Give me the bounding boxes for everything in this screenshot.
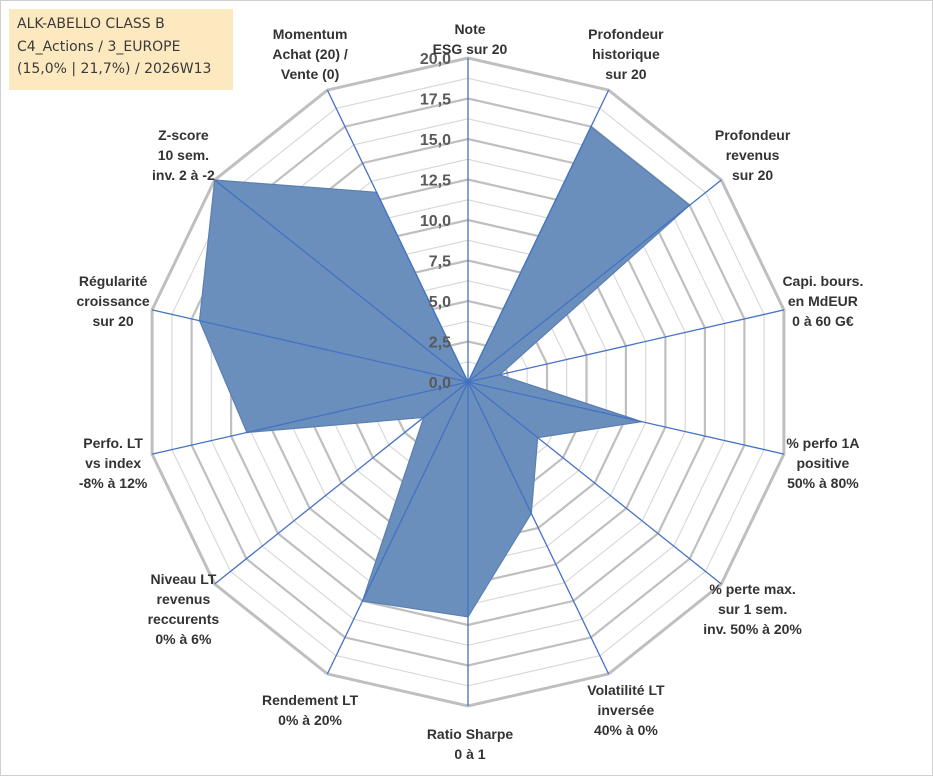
spoke-line — [151, 309, 469, 383]
series-area — [198, 125, 691, 618]
spoke-line — [326, 89, 469, 383]
spoke-line — [467, 381, 610, 675]
axis-label: Note ESG sur 20 — [433, 21, 508, 57]
info-title: ALK-ABELLO CLASS B — [17, 16, 165, 32]
axis-label: Ratio Sharpe 0 à 1 — [427, 726, 514, 762]
info-category: C4_Actions / 3_EUROPE — [17, 38, 181, 55]
spoke-line — [467, 179, 722, 383]
axis-label: Volatilité LT inversée 40% à 0% — [587, 682, 665, 738]
tick-label: 7,5 — [429, 254, 451, 271]
tick-label: 20,0 — [420, 51, 451, 68]
tick-label: 17,5 — [420, 92, 451, 109]
axis-label: Profondeur revenus sur 20 — [715, 127, 791, 183]
axis-label: Régularité croissance sur 20 — [77, 273, 150, 329]
category-labels: Note ESG sur 20 Profondeur historique sur 20… — [77, 21, 864, 762]
axis-label: % perfo 1A positive 50% à 80% — [786, 435, 859, 491]
spoke-line — [467, 309, 785, 383]
axis-label: Niveau LT revenus reccurents 0% à 6% — [148, 571, 220, 647]
radar-series — [198, 125, 691, 618]
spoke-line — [467, 381, 785, 455]
spoke-line — [214, 381, 469, 585]
axis-label: Capi. bours. en MdEUR 0 à 60 G€ — [782, 273, 863, 329]
info-box: ALK-ABELLO CLASS B C4_Actions / 3_EUROPE… — [9, 9, 233, 90]
axis-label: Rendement LT 0% à 20% — [262, 692, 359, 728]
axis-label: Momentum Achat (20) / Vente (0) — [272, 26, 348, 82]
radial-tick-labels: 0,0 2,5 5,0 7,5 10,0 12,5 15,0 17,5 20,0 — [420, 51, 451, 392]
spoke-line — [467, 381, 722, 585]
spoke-line — [214, 179, 469, 383]
axis-label: Profondeur historique sur 20 — [588, 26, 664, 82]
tick-label: 2,5 — [429, 335, 451, 352]
info-period: (15,0% | 21,7%) / 2026W13 — [17, 61, 212, 77]
tick-label: 10,0 — [420, 213, 451, 230]
axis-label: Perfo. LT vs index -8% à 12% — [79, 435, 148, 491]
spoke-line — [151, 381, 469, 455]
axis-label: % perte max. sur 1 sem. inv. 50% à 20% — [703, 581, 802, 637]
radar-spokes — [151, 58, 785, 706]
tick-label: 5,0 — [429, 294, 451, 311]
tick-label: 0,0 — [429, 375, 451, 392]
tick-label: 12,5 — [420, 173, 451, 190]
spoke-line — [326, 381, 469, 675]
axis-label: Z-score 10 sem. inv. 2 à -2 — [152, 127, 215, 183]
spoke-line — [467, 89, 610, 383]
tick-label: 15,0 — [420, 132, 451, 149]
